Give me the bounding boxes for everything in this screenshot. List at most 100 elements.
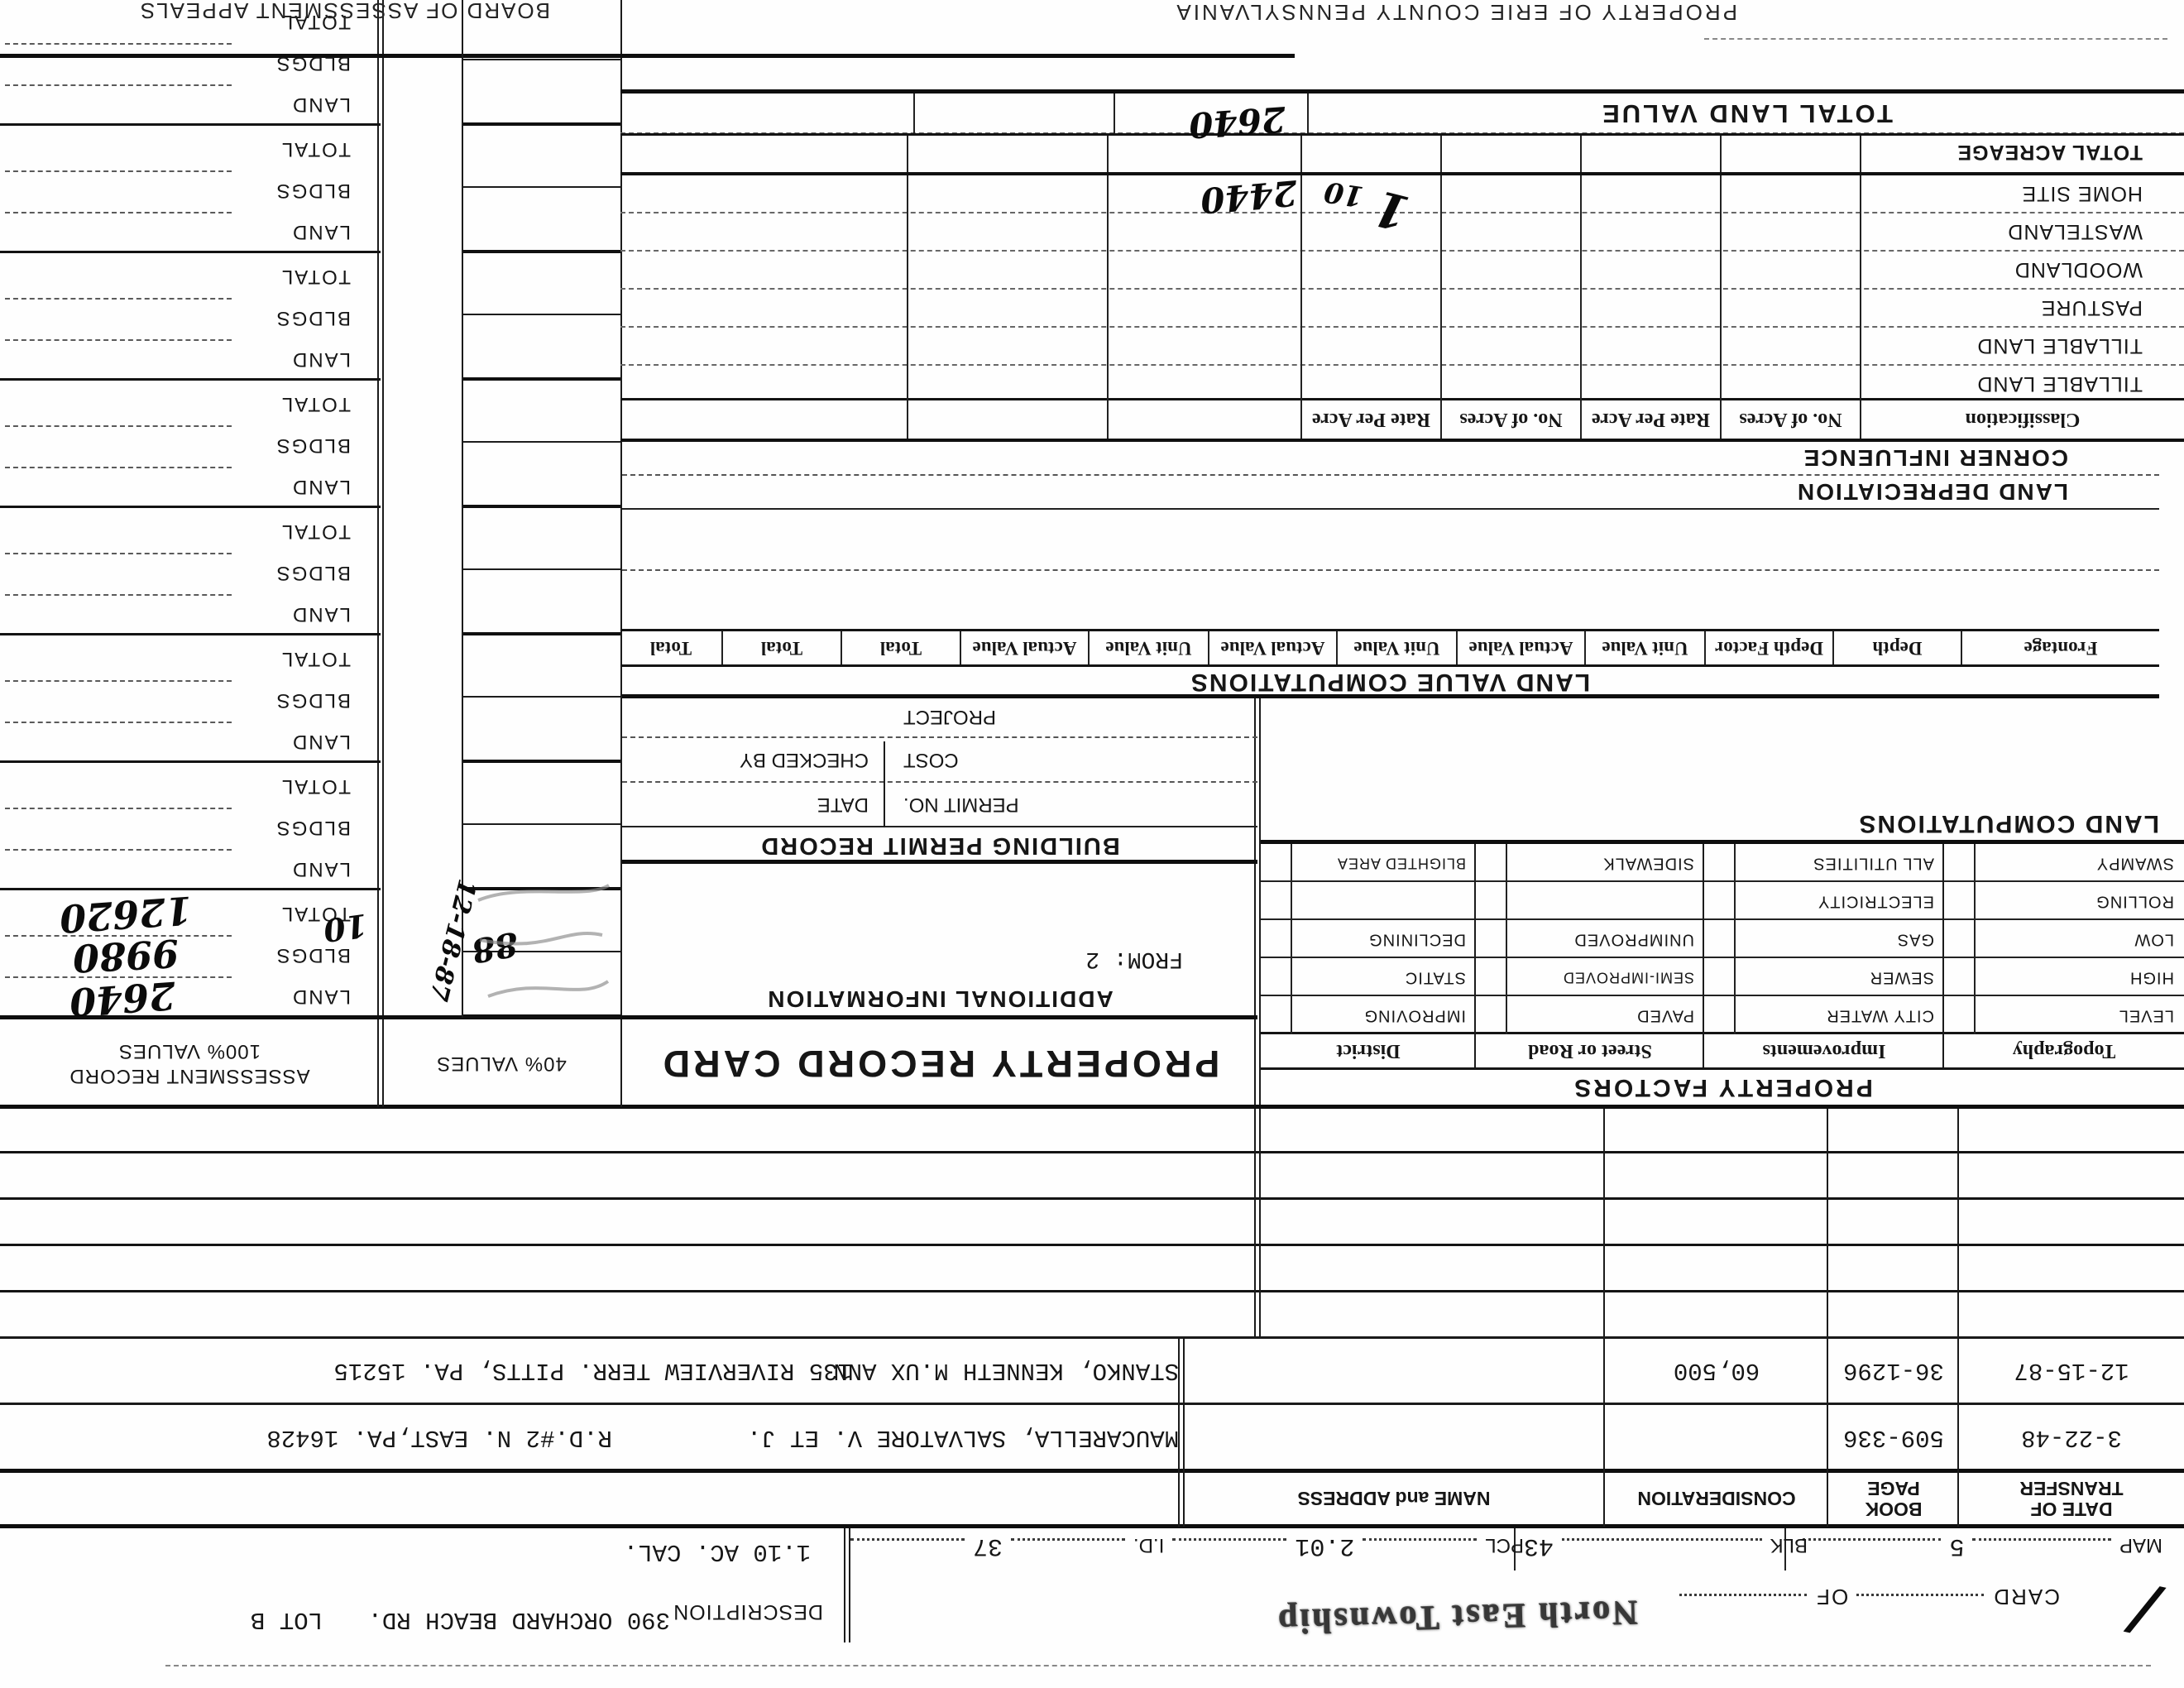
- land-depreciation-label: LAND DEPRECIATION: [1795, 479, 2068, 505]
- pf-item: SWAMPY: [2095, 854, 2174, 873]
- rule: [5, 43, 232, 45]
- lvc-col: Total: [842, 631, 961, 664]
- classification-col: Rate Per Acre: [1582, 400, 1722, 439]
- assessment-row-land: LAND: [0, 976, 381, 1018]
- classification-row: TILLABLE LAND: [620, 364, 2184, 404]
- rule: [1603, 1107, 1605, 1339]
- rule: [1603, 1339, 1605, 1527]
- pf-cell: ELECTRICITY: [1704, 882, 1944, 920]
- values-40-group: [463, 377, 620, 508]
- pf-item: SEMI-IMPROVED: [1562, 969, 1694, 986]
- lvc-col-label: Actual Value: [1220, 638, 1325, 659]
- classification-row: PASTURE: [620, 288, 2184, 328]
- pf-cell: ROLLING: [1944, 882, 2184, 920]
- lvc-col-label: Total: [760, 638, 803, 659]
- building-permit-box: BUILDING PERMIT RECORD PERMIT NO. DATE C…: [622, 698, 1257, 864]
- classification-col: No. of Acres: [1722, 400, 1861, 439]
- total-land-value: 2640: [1187, 98, 1287, 146]
- pf-item: SEWER: [1869, 968, 1934, 987]
- card-label: CARD: [1992, 1585, 2060, 1609]
- classification-col: [908, 400, 1109, 439]
- acreage-note: 1.10 AC. CAL.: [623, 1538, 811, 1566]
- assessment-row-label: LAND: [290, 731, 351, 753]
- checkbox: [1704, 844, 1736, 882]
- transfer-col-name: NAME and ADDRESS: [1183, 1473, 1605, 1524]
- assessment-group: LAND BLDGS TOTAL: [0, 506, 381, 635]
- of-label: OF: [1815, 1585, 1849, 1609]
- rule: [5, 808, 232, 809]
- project-label: PROJECT: [903, 706, 997, 728]
- rule: [5, 680, 232, 682]
- lvc-col: Depth Factor: [1706, 631, 1834, 664]
- classification-col: Classification: [1861, 400, 2184, 439]
- rule: [5, 722, 232, 723]
- pf-cell: BLIGHTED AREA: [1261, 844, 1476, 882]
- rule: [5, 170, 232, 172]
- record-card-title: PROPERTY RECORD CARD: [659, 1043, 1220, 1085]
- assessment-row-label: BLDGS: [275, 817, 351, 839]
- additional-information-title: ADDITIONAL INFORMATION: [766, 986, 1114, 1012]
- pf-item: ALL UTILITIES: [1813, 854, 1934, 873]
- assessment-row-label: BLDGS: [275, 562, 351, 584]
- assessment-row-label: BLDGS: [275, 434, 351, 457]
- classification-col: [1109, 400, 1302, 439]
- assessment-row-bldgs: BLDGS: [0, 298, 381, 339]
- assessment-row-land: LAND: [0, 722, 381, 763]
- assessment-row-bldgs: BLDGS: [0, 170, 381, 212]
- corner-check-mark: /: [2125, 1573, 2163, 1650]
- assessment-group: LAND BLDGS TOTAL: [0, 378, 381, 508]
- cost-label: COST: [903, 749, 959, 771]
- lvc-col: Depth: [1834, 631, 1962, 664]
- map-value: 5: [1949, 1532, 1965, 1560]
- lvc-header-row: Frontage Depth Depth Factor Unit Value A…: [620, 629, 2159, 667]
- assessment-row-bldgs: BLDGS: [0, 680, 381, 722]
- blk-cell: BLK 43: [1514, 1528, 1816, 1571]
- pf-item: HIGH: [2129, 968, 2174, 987]
- rule: [5, 298, 232, 300]
- rule: [1957, 1107, 1959, 1339]
- pf-item: DECLINING: [1368, 930, 1466, 949]
- pf-cell: [1476, 882, 1704, 920]
- assessment-row-label: TOTAL: [280, 775, 351, 798]
- transfer-address: 135 RIVERVIEW TERR. PITTS, PA. 15215: [333, 1357, 852, 1384]
- transfer-col-consideration-label: CONSIDERATION: [1637, 1488, 1796, 1510]
- property-factors-title-text: PROPERTY FACTORS: [1572, 1074, 1873, 1101]
- classification-row-label: HOME SITE: [2021, 182, 2143, 205]
- rule: [0, 1524, 2184, 1528]
- checked-by-label: CHECKED BY: [739, 749, 869, 771]
- assessment-row-bldgs: BLDGS: [0, 935, 381, 976]
- assessment-row-total: TOTAL: [0, 639, 381, 680]
- pf-item: ROLLING: [2095, 892, 2174, 911]
- rule: [1827, 1339, 1828, 1527]
- map-cell: MAP 5: [1784, 1528, 2184, 1571]
- checkbox: [1261, 844, 1292, 882]
- from-note: FROM: 2: [1085, 946, 1183, 971]
- pf-cell: STATIC: [1261, 958, 1476, 996]
- assessment-group: LAND BLDGS TOTAL: [0, 760, 381, 890]
- assessment-group: LAND BLDGS TOTAL: [0, 633, 381, 763]
- values-40-group: [463, 632, 620, 763]
- property-factors-title: PROPERTY FACTORS: [1261, 1067, 2184, 1105]
- values-40-cell: [463, 760, 620, 823]
- classification-col: Rate Per Acre: [1302, 400, 1442, 439]
- pf-header-text: Topography: [2012, 1040, 2116, 1062]
- land-computations-label: LAND COMPUTATIONS: [1857, 810, 2159, 837]
- assessment-row-label: TOTAL: [280, 648, 351, 670]
- lvc-col-label: Unit Value: [1602, 638, 1688, 659]
- lvc-col: Total: [723, 631, 842, 664]
- pf-header-district: District: [1261, 1034, 1476, 1067]
- assessment-row-label: LAND: [290, 348, 351, 371]
- blk-label: BLK: [1770, 1534, 1808, 1556]
- pencil-scribble: [487, 980, 610, 998]
- assessment-row-label: LAND: [290, 221, 351, 243]
- lvc-col: Frontage: [1962, 631, 2159, 664]
- dotted-leader: [1562, 1538, 1762, 1541]
- values-40-cell: [463, 122, 620, 186]
- pf-item: STATIC: [1404, 968, 1466, 987]
- dotted-leader: [1972, 1538, 2111, 1541]
- pf-cell: DECLINING: [1261, 920, 1476, 958]
- transfer-col-name-label: NAME and ADDRESS: [1297, 1488, 1491, 1510]
- pcl-id-cell: PCL 2.01 I.D. 37: [834, 1528, 1532, 1571]
- transfer-date: 3-22-48: [2021, 1424, 2122, 1452]
- pf-item: LOW: [2134, 930, 2174, 949]
